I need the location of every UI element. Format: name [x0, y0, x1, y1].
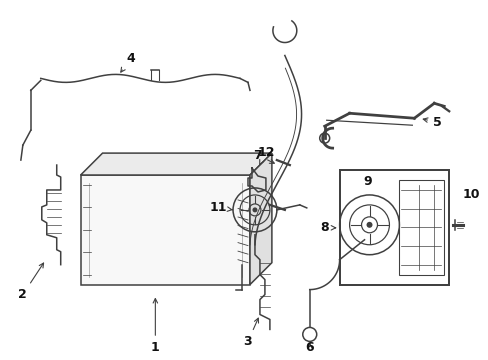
Circle shape	[252, 207, 257, 212]
Text: 10: 10	[462, 188, 479, 202]
Text: 1: 1	[151, 298, 160, 354]
Text: 9: 9	[363, 175, 371, 189]
Bar	[339, 170, 448, 285]
Text: 12: 12	[257, 145, 274, 165]
Text: 3: 3	[243, 318, 258, 348]
Text: 4: 4	[121, 52, 135, 72]
Bar	[81, 175, 249, 285]
Text: 7: 7	[253, 149, 274, 163]
Bar	[399, 180, 443, 275]
Text: 2: 2	[19, 263, 43, 301]
Polygon shape	[249, 153, 271, 285]
Polygon shape	[81, 153, 271, 175]
Text: 5: 5	[423, 116, 441, 129]
Text: 8: 8	[320, 221, 335, 234]
Text: 11: 11	[209, 201, 232, 215]
Text: 6: 6	[305, 341, 313, 354]
Circle shape	[366, 222, 372, 228]
